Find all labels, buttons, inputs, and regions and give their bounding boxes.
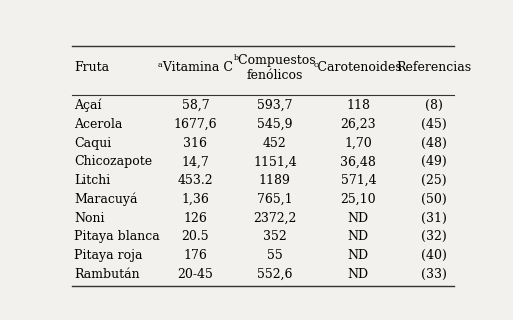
Text: (32): (32) bbox=[421, 230, 447, 243]
Text: Litchi: Litchi bbox=[74, 174, 110, 187]
Text: 545,9: 545,9 bbox=[257, 118, 292, 131]
Text: 2372,2: 2372,2 bbox=[253, 212, 297, 225]
Text: (31): (31) bbox=[421, 212, 447, 225]
Text: 452: 452 bbox=[263, 137, 287, 150]
Text: Açaí: Açaí bbox=[74, 99, 102, 112]
Text: 453.2: 453.2 bbox=[177, 174, 213, 187]
Text: 1189: 1189 bbox=[259, 174, 291, 187]
Text: 14,7: 14,7 bbox=[182, 155, 209, 168]
Text: (50): (50) bbox=[421, 193, 447, 206]
Text: 36,48: 36,48 bbox=[341, 155, 376, 168]
Text: 552,6: 552,6 bbox=[257, 268, 292, 281]
Text: 25,10: 25,10 bbox=[341, 193, 376, 206]
Text: Pitaya roja: Pitaya roja bbox=[74, 249, 143, 262]
Text: 316: 316 bbox=[183, 137, 207, 150]
Text: 58,7: 58,7 bbox=[182, 99, 209, 112]
Text: (25): (25) bbox=[421, 174, 447, 187]
Text: Pitaya blanca: Pitaya blanca bbox=[74, 230, 160, 243]
Text: 571,4: 571,4 bbox=[341, 174, 376, 187]
Text: ND: ND bbox=[348, 212, 369, 225]
Text: 1677,6: 1677,6 bbox=[173, 118, 217, 131]
Text: ᵃVitamina C: ᵃVitamina C bbox=[158, 61, 233, 75]
Text: 352: 352 bbox=[263, 230, 287, 243]
Text: Referencias: Referencias bbox=[397, 61, 471, 75]
Text: ᵇCompuestos
fenólicos: ᵇCompuestos fenólicos bbox=[233, 54, 316, 82]
Text: 20.5: 20.5 bbox=[182, 230, 209, 243]
Text: 1151,4: 1151,4 bbox=[253, 155, 297, 168]
Text: 55: 55 bbox=[267, 249, 283, 262]
Text: ND: ND bbox=[348, 249, 369, 262]
Text: 1,70: 1,70 bbox=[344, 137, 372, 150]
Text: (49): (49) bbox=[421, 155, 447, 168]
Text: Caqui: Caqui bbox=[74, 137, 111, 150]
Text: 26,23: 26,23 bbox=[341, 118, 376, 131]
Text: 126: 126 bbox=[183, 212, 207, 225]
Text: Acerola: Acerola bbox=[74, 118, 123, 131]
Text: Chicozapote: Chicozapote bbox=[74, 155, 152, 168]
Text: 765,1: 765,1 bbox=[257, 193, 292, 206]
Text: (8): (8) bbox=[425, 99, 443, 112]
Text: Fruta: Fruta bbox=[74, 61, 109, 75]
Text: 20-45: 20-45 bbox=[177, 268, 213, 281]
Text: ND: ND bbox=[348, 230, 369, 243]
Text: Maracuyá: Maracuyá bbox=[74, 193, 137, 206]
Text: (40): (40) bbox=[421, 249, 447, 262]
Text: 1,36: 1,36 bbox=[182, 193, 209, 206]
Text: (48): (48) bbox=[421, 137, 447, 150]
Text: 118: 118 bbox=[346, 99, 370, 112]
Text: Noni: Noni bbox=[74, 212, 105, 225]
Text: Rambután: Rambután bbox=[74, 268, 140, 281]
Text: ND: ND bbox=[348, 268, 369, 281]
Text: 176: 176 bbox=[183, 249, 207, 262]
Text: 593,7: 593,7 bbox=[257, 99, 292, 112]
Text: ᶜCarotenoides: ᶜCarotenoides bbox=[314, 61, 403, 75]
Text: (33): (33) bbox=[421, 268, 447, 281]
Text: (45): (45) bbox=[421, 118, 447, 131]
